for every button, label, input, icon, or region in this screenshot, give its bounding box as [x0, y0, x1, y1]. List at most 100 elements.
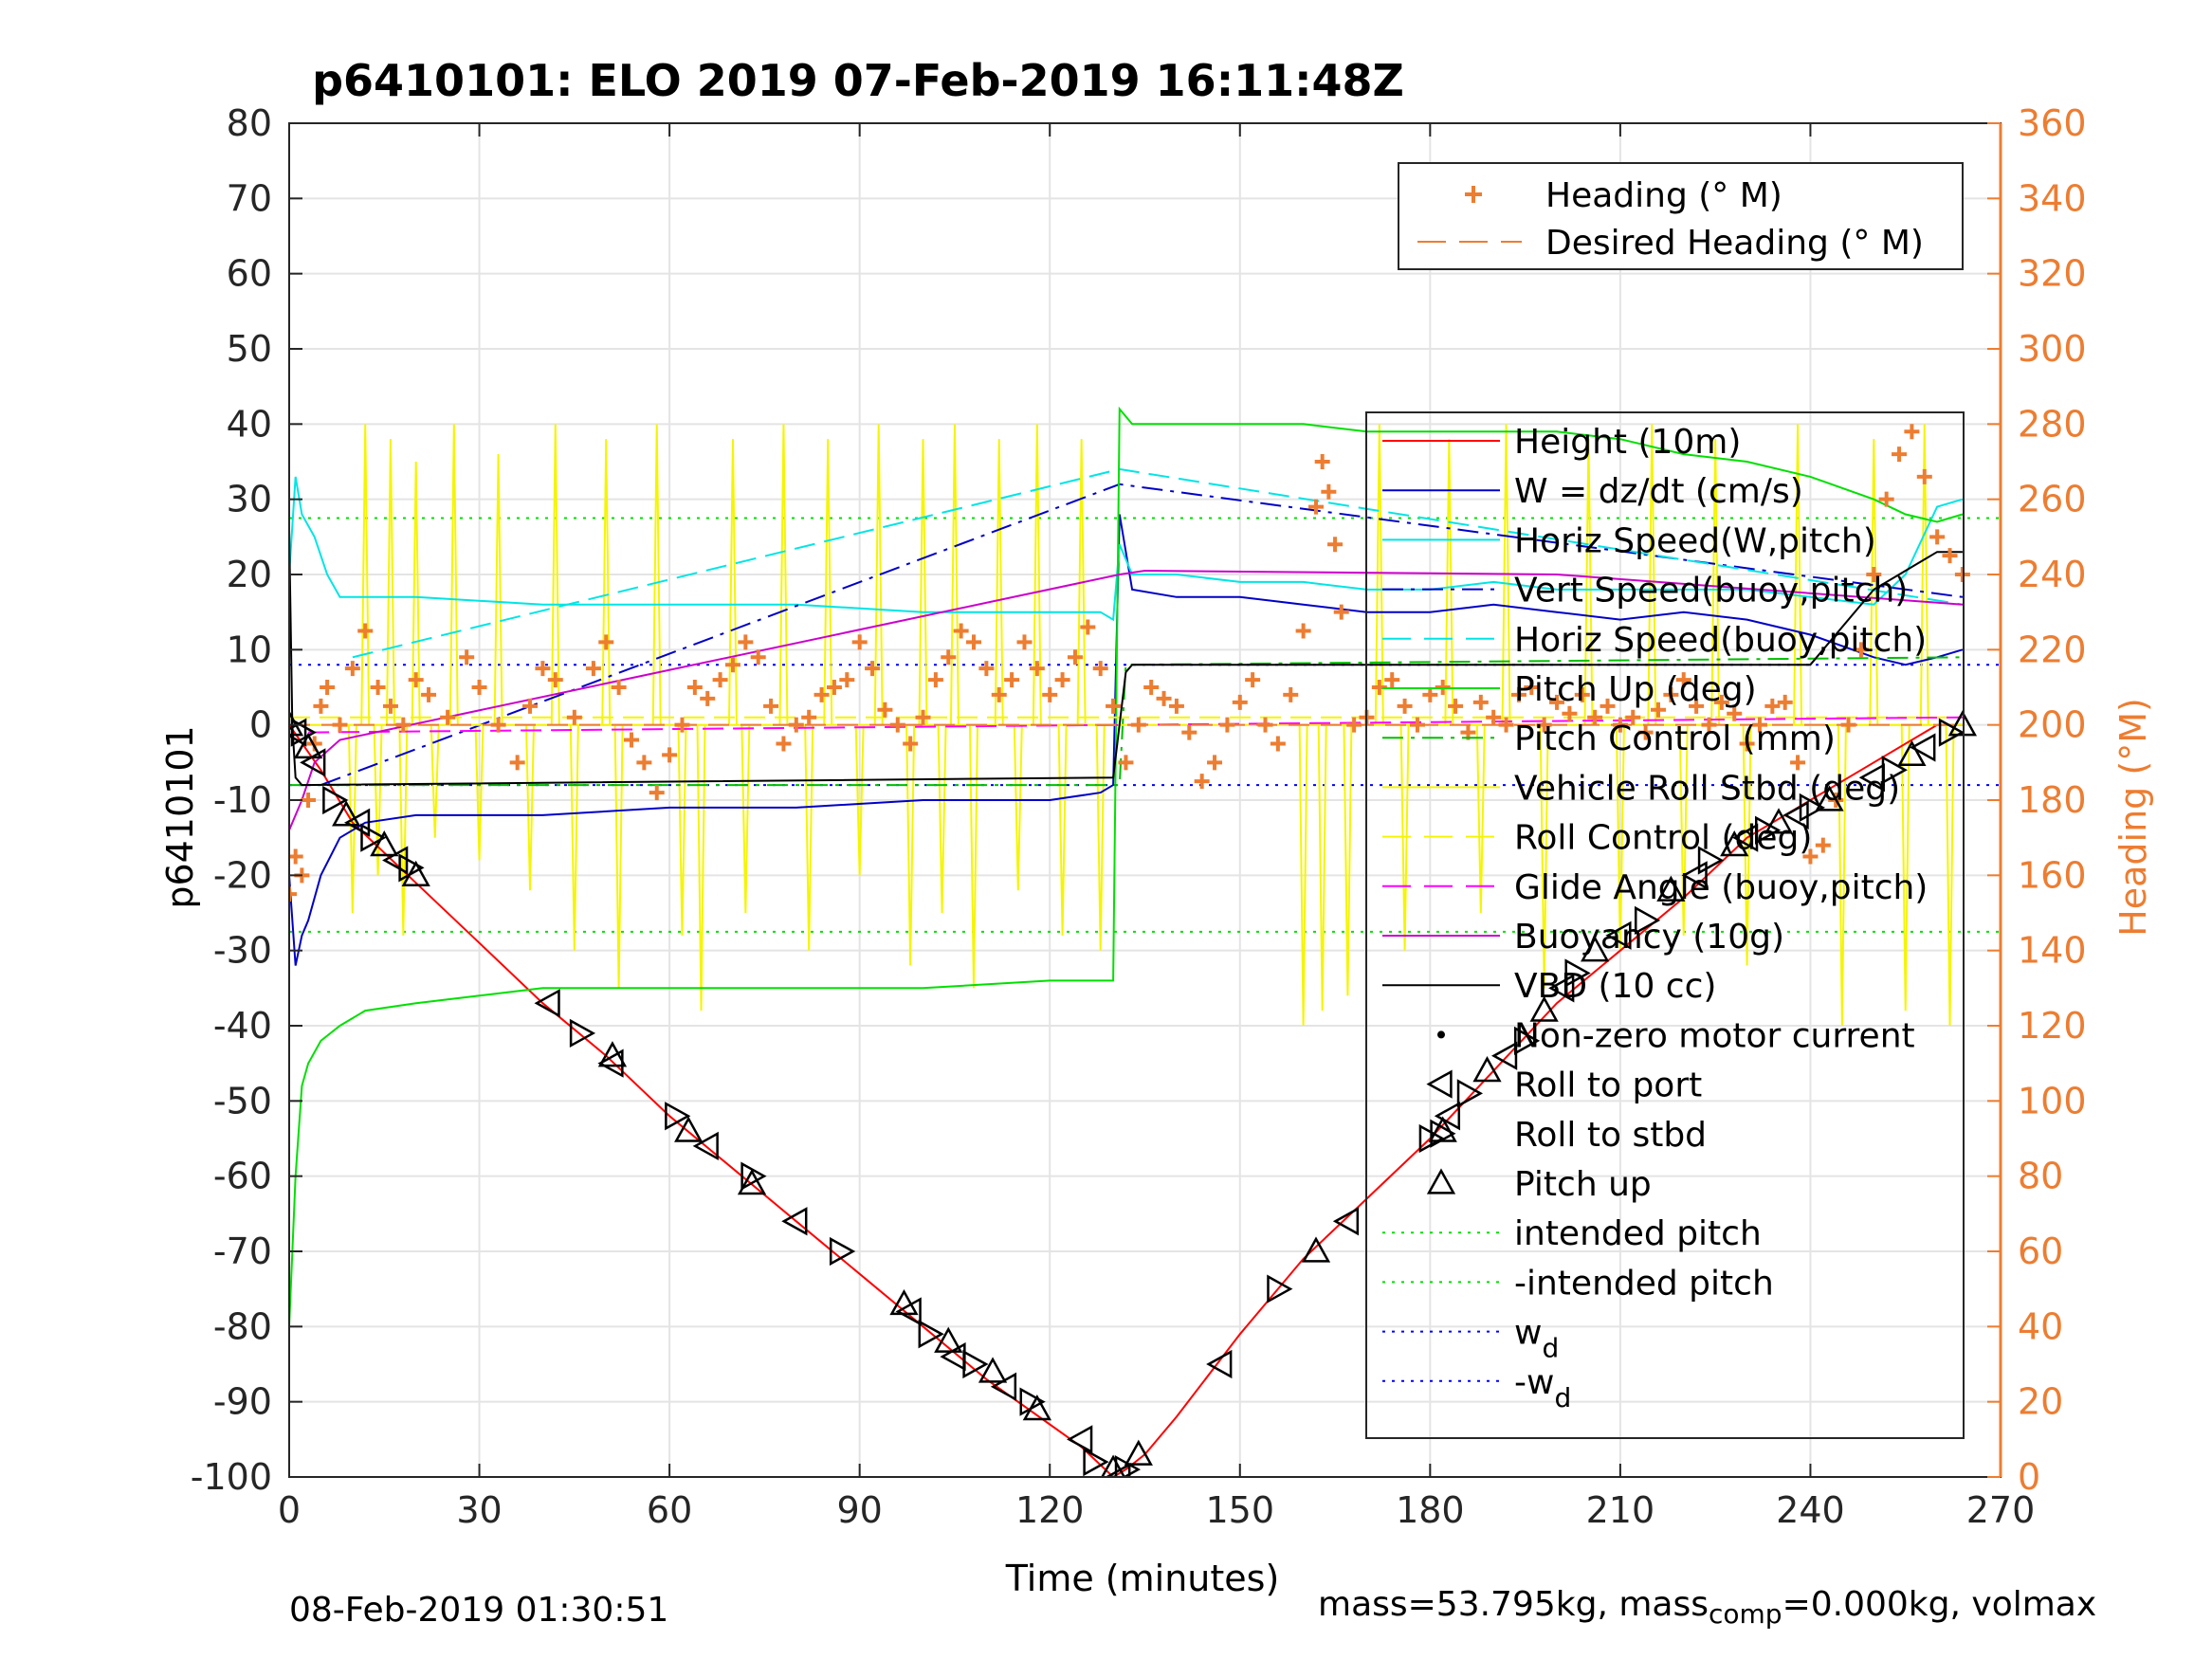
heading-point: [289, 848, 303, 865]
heading-point: [1067, 649, 1083, 665]
legend-main-swatch: [1430, 1119, 1456, 1148]
pitch-marker: [1206, 1349, 1233, 1379]
legend-main-label: VBD (10 cc): [1514, 967, 1716, 1006]
y-tick-label: 0: [249, 704, 272, 746]
roll-spike: [949, 424, 960, 725]
heading-point: [1878, 491, 1894, 507]
legend-main-label: Glide Angle (buoy,pitch): [1514, 868, 1928, 907]
pitch-marker: [370, 830, 399, 857]
series-line: [289, 569, 1963, 831]
heading-point: [459, 649, 475, 665]
pitch-marker: [597, 1041, 628, 1067]
y2-tick-label: 80: [2018, 1156, 2063, 1197]
heading-point: [1054, 672, 1070, 688]
legend-heading-swatch: [1465, 186, 1482, 203]
legend-main-label: Roll to stbd: [1514, 1116, 1707, 1155]
heading-point: [1327, 537, 1344, 553]
y2-tick-label: 100: [2018, 1080, 2087, 1121]
x-tick-label: 240: [1776, 1489, 1845, 1531]
heading-point: [700, 690, 716, 706]
heading-point: [370, 680, 386, 695]
heading-point: [1080, 619, 1096, 635]
heading-point: [1092, 661, 1108, 677]
pitch-marker: [1564, 958, 1591, 988]
legend-main-swatch: [1426, 1069, 1453, 1099]
legend-main-label: Pitch up: [1514, 1165, 1652, 1204]
legend-main-label: Height (10m): [1514, 423, 1741, 462]
heading-point: [1713, 694, 1729, 710]
heading-point: [1181, 724, 1197, 740]
heading-point: [1701, 717, 1717, 733]
heading-point: [509, 755, 525, 771]
roll-spike: [373, 724, 383, 876]
footer-mass-prefix: mass=53.795kg, mass: [1318, 1585, 1709, 1624]
roll-spike: [1710, 439, 1721, 725]
heading-point: [1257, 717, 1273, 733]
legend-heading-label: Desired Heading (° M): [1545, 224, 1924, 263]
series-line: [289, 406, 1964, 1327]
heading-point: [1321, 483, 1337, 500]
y2-tick-label: 240: [2018, 554, 2087, 595]
heading-point: [1106, 698, 1122, 714]
heading-point: [1270, 736, 1286, 752]
heading-point: [547, 672, 563, 688]
heading-point: [408, 672, 424, 688]
heading-point: [1207, 755, 1223, 771]
roll-spike: [994, 439, 1004, 725]
heading-point: [1802, 848, 1819, 865]
legend-main-label: W = dz/dt (cm/s): [1514, 472, 1803, 511]
legend-heading-label: Heading (° M): [1545, 176, 1782, 215]
y2-axis-label: Heading (°M): [2112, 698, 2154, 937]
y2-tick-label: 180: [2018, 779, 2087, 821]
pitch-marker: [293, 732, 323, 759]
pitch-marker: [332, 800, 361, 827]
heading-point: [1612, 717, 1628, 733]
footer-mass-sub: comp: [1709, 1598, 1782, 1631]
legend-main-label: Roll to port: [1514, 1066, 1702, 1105]
heading-point: [1587, 709, 1603, 725]
pitch-marker: [1267, 1274, 1293, 1304]
heading-point: [1422, 686, 1438, 702]
legend-main-label-sub: d: [1554, 1382, 1571, 1413]
roll-spike: [550, 424, 560, 725]
y2-tick-label: 160: [2018, 854, 2087, 896]
heading-point: [440, 709, 456, 725]
roll-spike: [1032, 424, 1042, 725]
heading-point: [978, 661, 995, 677]
y2-tick-label: 340: [2018, 177, 2087, 219]
pitch-marker: [1755, 815, 1782, 845]
pitch-marker: [978, 1357, 1008, 1383]
footer-mass-suffix: =0.000kg, volmax: [1782, 1585, 2097, 1624]
pitch-marker: [1720, 830, 1749, 857]
heading-point: [1536, 717, 1552, 733]
heading-point: [1409, 717, 1425, 733]
pitch-marker: [1332, 1207, 1360, 1236]
heading-point: [313, 698, 329, 714]
heading-point: [763, 698, 779, 714]
x-tick-label: 30: [456, 1489, 502, 1531]
heading-point: [839, 672, 855, 688]
roll-spike: [569, 724, 579, 951]
pitch-marker: [740, 1161, 767, 1191]
heading-point: [490, 717, 506, 733]
x-axis-ticks: 0 30 60 90 120 150 180 210 240 270: [278, 123, 2035, 1531]
heading-point: [1219, 717, 1235, 733]
y-tick-label: -20: [213, 854, 272, 896]
roll-spike: [1742, 724, 1752, 966]
pitch-marker: [1634, 905, 1661, 936]
legend-main-box: [1365, 411, 1965, 1439]
heading-point: [941, 649, 957, 665]
heading-point: [1333, 604, 1349, 620]
y-tick-label: 30: [227, 479, 272, 520]
heading-point: [1524, 680, 1540, 695]
pitch-marker: [1548, 974, 1575, 1003]
heading-point: [1892, 447, 1908, 463]
heading-point: [877, 702, 893, 718]
heading-point: [889, 717, 905, 733]
pitch-marker: [290, 718, 317, 747]
heading-point: [1232, 694, 1248, 710]
heading-point: [1194, 774, 1210, 790]
heading-point: [1397, 698, 1413, 714]
heading-point: [674, 717, 690, 733]
